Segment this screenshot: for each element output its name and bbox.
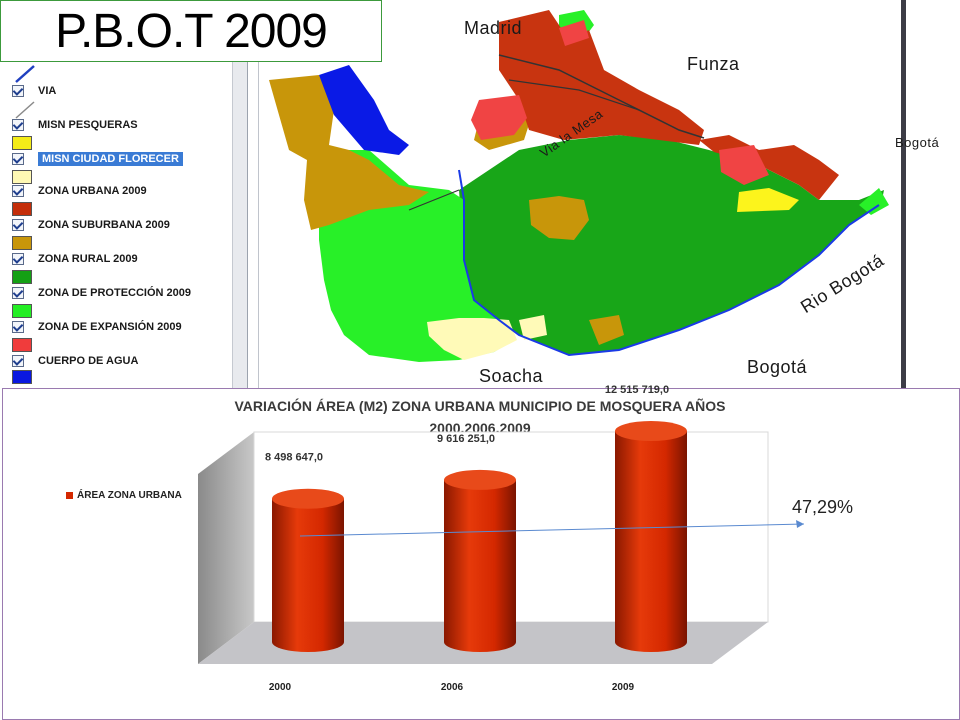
legend-row-zona-expansion[interactable]: ZONA DE EXPANSIÓN 2009	[12, 318, 182, 336]
road-line	[408, 189, 460, 211]
zone-florecer-south	[519, 315, 547, 340]
legend-label: CUERPO DE AGUA	[38, 355, 139, 367]
map-label-soacha: Soacha	[479, 366, 544, 386]
chart-title-line-2: 2000,2006,2009	[429, 420, 531, 436]
zone-florecer	[427, 318, 517, 360]
legend-row-zona-proteccion[interactable]: ZONA DE PROTECCIÓN 2009	[12, 284, 191, 302]
swatch-pesqueras	[12, 136, 32, 150]
map-frame-edge	[901, 0, 906, 389]
legend-row-zona-suburbana[interactable]: ZONA SUBURBANA 2009	[12, 216, 170, 234]
checkbox-icon[interactable]	[12, 253, 24, 265]
swatch-urbana	[12, 202, 32, 216]
legend-label: VIA	[38, 85, 57, 97]
legend-swatch	[66, 492, 73, 499]
legend-label: ZONA SUBURBANA 2009	[38, 219, 170, 231]
zone-agua	[319, 65, 409, 155]
checkbox-icon[interactable]	[12, 85, 24, 97]
map-label-funza: Funza	[687, 54, 740, 74]
legend-label: ZONA RURAL 2009	[38, 253, 138, 265]
chart-legend: ÁREA ZONA URBANA	[66, 490, 182, 501]
checkbox-icon[interactable]	[12, 287, 24, 299]
zone-proteccion-east	[859, 188, 889, 215]
legend-label: ZONA DE PROTECCIÓN 2009	[38, 287, 192, 299]
layer-legend-panel: VIA MISN PESQUERAS MISN CIUDAD FLORECER …	[0, 62, 248, 388]
legend-label: ZONA DE EXPANSIÓN 2009	[38, 321, 182, 333]
zone-expansion-north	[559, 20, 589, 46]
legend-row-zona-urbana[interactable]: ZONA URBANA 2009	[12, 182, 147, 200]
checkbox-icon[interactable]	[12, 355, 24, 367]
checkbox-icon[interactable]	[12, 219, 24, 231]
slide-title: P.B.O.T 2009	[0, 0, 382, 62]
road-line	[508, 79, 640, 111]
zone-rural	[459, 135, 884, 355]
river-line	[458, 169, 880, 357]
checkbox-icon[interactable]	[12, 185, 24, 197]
swatch-expansion	[12, 338, 32, 352]
road-line-icon	[15, 101, 35, 119]
swatch-florecer	[12, 170, 32, 184]
percent-change: 47,29%	[792, 497, 854, 517]
swatch-proteccion	[12, 304, 32, 318]
legend-label: ZONA URBANA 2009	[38, 185, 147, 197]
zone-suburbana-south	[589, 315, 624, 345]
map-view[interactable]: Madrid Funza Via la Mesa Rio Bogotá Soac…	[258, 0, 906, 390]
legend-series-name: ÁREA ZONA URBANA	[77, 490, 182, 501]
zone-expansion	[471, 95, 527, 140]
road-line-blue-icon	[15, 65, 35, 83]
swatch-rural	[12, 270, 32, 284]
legend-row-misn-ciudad-florecer[interactable]: MISN CIUDAD FLORECER	[12, 150, 183, 168]
legend-scrollbar[interactable]	[232, 62, 247, 388]
legend-label: MISN PESQUERAS	[38, 119, 138, 131]
legend-row-misn-pesqueras[interactable]: MISN PESQUERAS	[12, 116, 138, 134]
zone-urbana	[499, 10, 704, 145]
road-line	[498, 54, 705, 139]
zone-expansion-east	[719, 145, 769, 185]
zone-pesqueras	[737, 188, 799, 212]
zone-suburbana-center	[529, 196, 589, 240]
checkbox-icon[interactable]	[12, 321, 24, 333]
chart-title-line-1: VARIACIÓN ÁREA (M2) ZONA URBANA MUNICIPI…	[234, 398, 726, 414]
legend-label: MISN CIUDAD FLORECER	[38, 152, 183, 166]
map-label-bogota-right: Bogotá	[895, 135, 940, 150]
legend-row-cuerpo-de-agua[interactable]: CUERPO DE AGUA	[12, 352, 138, 370]
zone-suburbana-west	[269, 75, 429, 230]
chart-title: VARIACIÓN ÁREA (M2) ZONA URBANA MUNICIPI…	[0, 395, 960, 439]
map-label-madrid: Madrid	[464, 18, 523, 38]
map-label-bogota-bottom: Bogotá	[747, 357, 808, 377]
legend-row-zona-rural[interactable]: ZONA RURAL 2009	[12, 250, 138, 268]
checkbox-icon[interactable]	[12, 119, 24, 131]
swatch-suburbana	[12, 236, 32, 250]
checkbox-icon[interactable]	[12, 153, 24, 165]
legend-row-via[interactable]: VIA	[12, 82, 56, 100]
swatch-agua	[12, 370, 32, 384]
map-canvas[interactable]	[259, 0, 899, 388]
